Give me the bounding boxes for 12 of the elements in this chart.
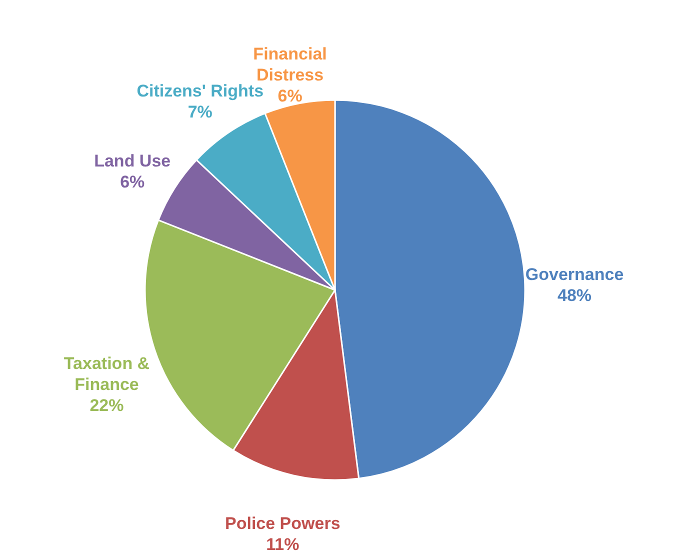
data-label: 6% [120,172,145,192]
slice-label: Governance [525,264,624,284]
data-label: 11% [266,535,300,552]
data-label: 6% [278,86,302,106]
data-label: 22% [90,396,124,416]
data-label: 48% [558,286,592,305]
slice-label: Taxation & Finance [64,354,150,394]
slice-label: Police Powers [225,514,340,534]
slice-label: Citizens' Rights [136,82,264,100]
data-label: 7% [188,102,212,122]
slice-label: Land Use [94,151,171,170]
slice-label: Financial Distress [253,44,327,84]
